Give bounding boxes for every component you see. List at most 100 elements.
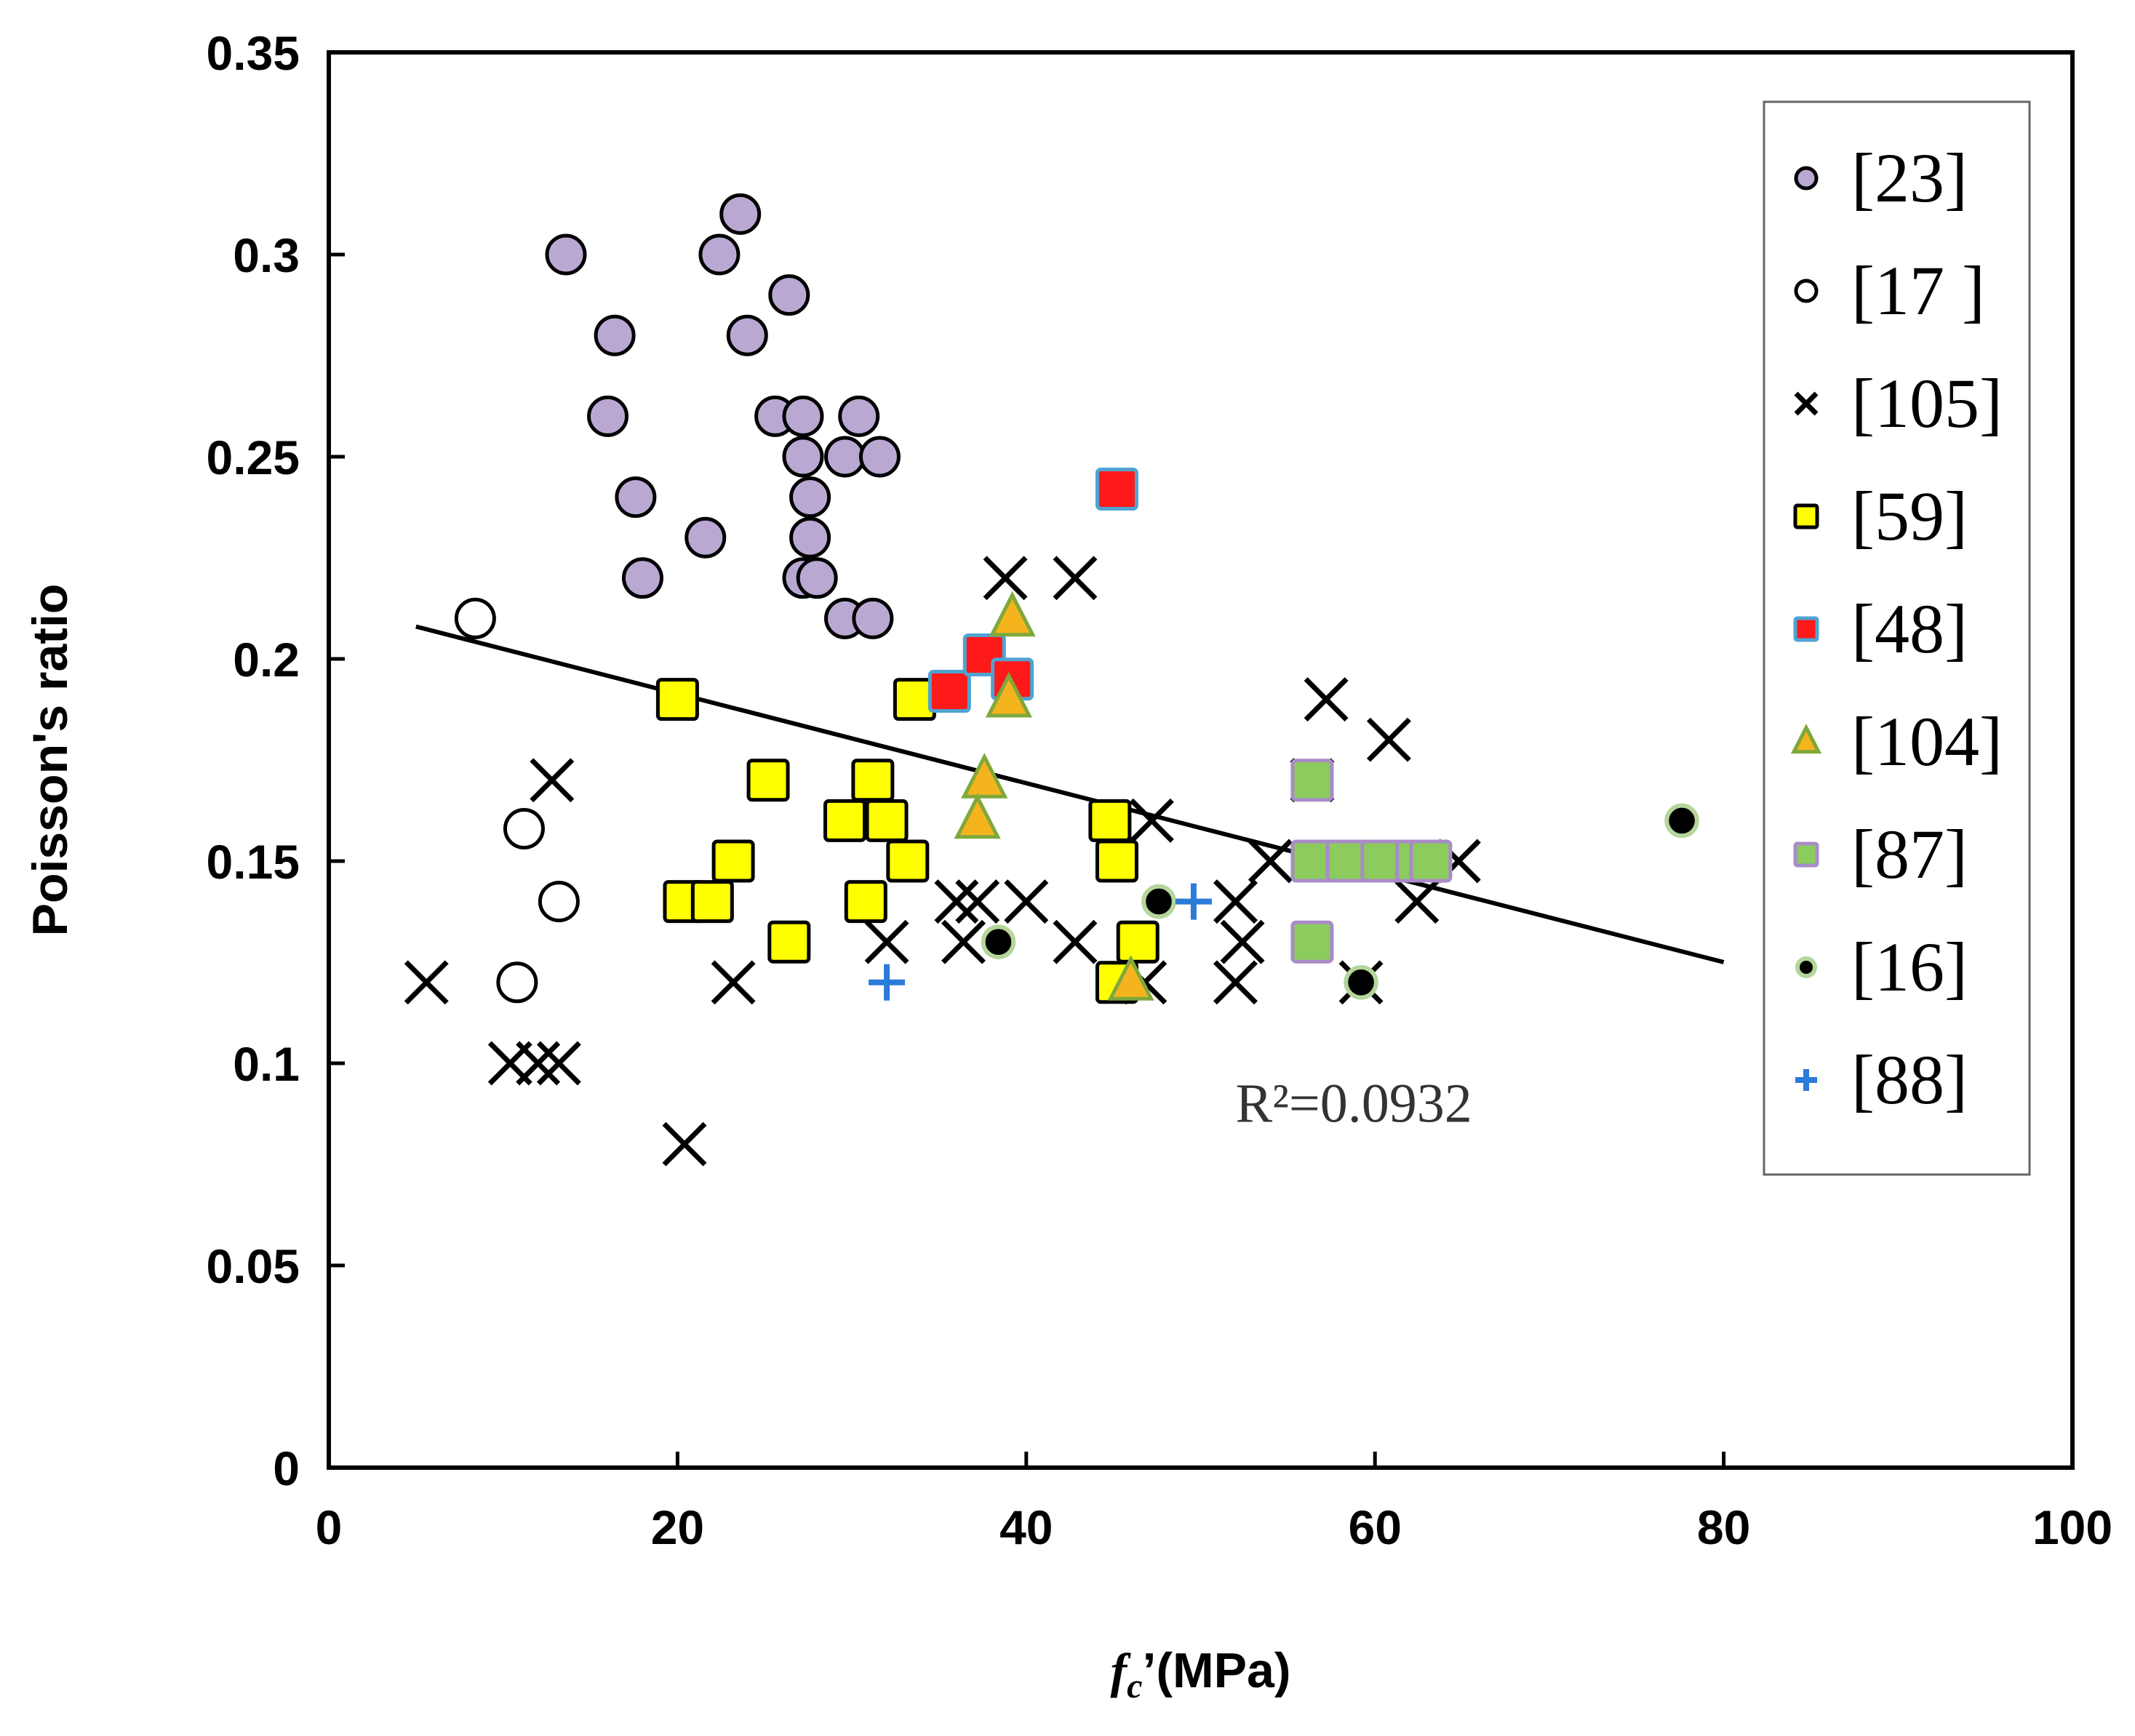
marker-dot [1664,803,1699,839]
marker-square [746,759,790,802]
marker-triangle [1107,955,1154,1001]
marker-square [1793,616,1819,642]
marker-square [1793,503,1819,529]
marker-circle [782,436,824,478]
marker-triangle [1790,723,1822,754]
marker-x [516,1041,561,1086]
y-tick-label: 0.35 [207,26,300,80]
legend-label: [88] [1851,1041,1968,1119]
legend-entry: [104] [1790,703,2003,780]
marker-x [1304,677,1349,722]
marker-circle [824,436,866,478]
x-tick-label: 0 [316,1500,343,1554]
marker-x [1053,556,1098,601]
marker-circle [1794,166,1819,191]
marker-x [536,1041,581,1086]
x-axis-title-subscript: c [1127,1667,1142,1705]
axis-ticks: 0 20 40 60 80 100 0 0.05 0.1 0.15 0.2 0.25 0.3 0.35 [207,26,2113,1554]
marker-circle [1794,279,1819,303]
series-group [655,678,1160,1004]
series-group [404,556,1481,1167]
data-points [404,193,1699,1167]
marker-circle [782,395,824,437]
marker-circle [858,436,901,478]
marker-circle [496,961,538,1004]
marker-plus [869,964,906,1001]
series-group [545,193,901,639]
marker-x [1004,879,1049,924]
r-squared-annotation: R²=0.0932 [1235,1073,1472,1135]
y-tick-label: 0.15 [207,835,300,889]
marker-triangle [954,793,1001,839]
series-group [869,883,1212,1001]
marker-circle [698,233,741,276]
marker-circle [852,597,894,639]
marker-x [955,879,1000,924]
marker-x [1394,879,1440,924]
x-tick-label: 80 [1697,1500,1750,1554]
marker-plus [1795,1069,1817,1091]
marker-dot [1795,956,1817,978]
marker-circle [726,314,768,356]
marker-square [927,669,971,713]
marker-circle [789,476,831,519]
marker-square [655,678,699,721]
marker-square [1290,920,1334,964]
marker-square [1095,839,1138,883]
marker-circle [719,193,762,235]
legend-entry: [105] [1794,364,2003,442]
marker-triangle [961,753,1008,799]
marker-circle [838,395,880,437]
marker-circle [768,274,810,316]
marker-square [886,839,930,883]
marker-square [1793,841,1819,868]
legend-entry: [87] [1793,815,1968,893]
marker-square [711,839,755,883]
marker-circle [685,516,727,559]
series-group [954,591,1154,1001]
marker-square [1095,467,1138,511]
marker-x [1129,798,1174,843]
marker-circle [454,597,496,639]
marker-dot [1344,965,1378,1000]
marker-circle [587,395,629,437]
marker-circle [796,557,838,599]
marker-x [1053,919,1098,964]
plot-frame [327,50,2075,1470]
series-group [981,803,1699,1000]
x-tick-label: 40 [999,1500,1053,1554]
legend-label: [59] [1851,477,1968,555]
marker-x [864,919,909,964]
marker-dot [981,924,1016,959]
marker-circle [594,314,636,356]
marker-square [1409,839,1453,883]
marker-plus [1175,883,1212,920]
marker-circle [503,808,545,850]
marker-square [823,799,867,842]
x-tick-label: 20 [651,1500,704,1554]
marker-x [530,758,575,803]
marker-x [711,960,756,1005]
y-tick-label: 0 [273,1441,300,1495]
marker-square [1290,759,1334,802]
legend-label: [87] [1851,815,1968,893]
marker-square [865,799,909,842]
legend-label: [105] [1851,364,2003,442]
y-tick-label: 0.3 [233,228,300,282]
legend: [23] [17 ] [105] [59] [48] [104] [87] [16] [88] [1763,100,2031,1176]
marker-square [1088,799,1132,842]
marker-x [983,556,1028,601]
marker-x [1794,391,1819,416]
marker-square [844,880,887,924]
marker-circle [545,233,587,276]
marker-circle [615,476,657,519]
marker-circle [538,881,580,923]
trendline [415,624,1725,964]
marker-x [1213,960,1258,1005]
legend-entry: [17 ] [1794,252,1985,329]
marker-x [662,1121,707,1167]
y-axis-title: Poisson's ratio [23,584,78,937]
marker-square [1116,920,1160,964]
marker-x [1248,839,1293,884]
